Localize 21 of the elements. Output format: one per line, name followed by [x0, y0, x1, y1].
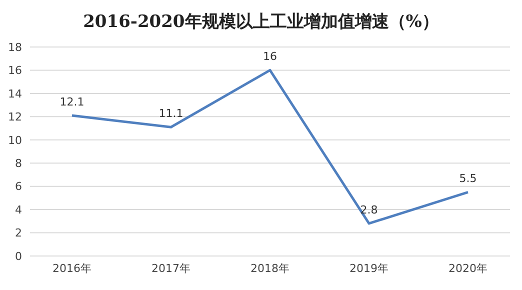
- x-tick-label: 2019年: [350, 262, 388, 275]
- x-tick-label: 2020年: [448, 262, 488, 275]
- y-tick-label: 2: [15, 226, 22, 240]
- y-tick-label: 18: [8, 40, 22, 54]
- x-tick-label: 2017年: [152, 262, 190, 275]
- data-label: 2.8: [360, 203, 378, 216]
- y-tick-label: 4: [15, 203, 22, 216]
- data-label: 12.1: [60, 96, 84, 109]
- y-tick-label: 14: [8, 87, 22, 100]
- x-tick-label: 2016年: [52, 262, 92, 275]
- y-tick-label: 12: [8, 110, 22, 124]
- data-label: 5.5: [459, 172, 477, 186]
- y-tick-label: 6: [15, 180, 22, 194]
- y-tick-label: 16: [8, 64, 22, 78]
- y-tick-label: 10: [8, 134, 22, 147]
- data-label: 16: [263, 50, 277, 64]
- y-tick-label: 8: [15, 157, 22, 170]
- chart-title: 2016-2020年规模以上工业增加值增速（%）: [82, 11, 440, 34]
- y-tick-label: 0: [15, 250, 22, 263]
- data-label: 11.1: [158, 107, 184, 120]
- x-tick-label: 2018年: [250, 262, 290, 275]
